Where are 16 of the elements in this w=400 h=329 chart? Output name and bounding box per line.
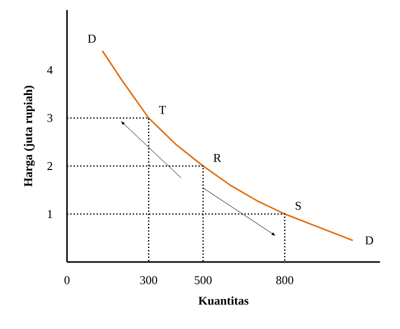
annotation: D [365,236,374,244]
x-tick-label: 500 [194,276,212,284]
y-tick-label: 3 [47,114,52,122]
annotation: R [214,154,222,162]
annotation: S [296,202,301,210]
y-tick-label: 2 [47,162,52,170]
x-axis-title: Kuantitas [198,296,248,305]
line-series [102,50,354,242]
x-tick-label: 800 [276,276,294,284]
x-tick-label: 300 [140,276,158,284]
y-tick-label: 1 [48,210,52,218]
annotation: D [88,34,96,43]
annotation: T [159,106,166,114]
y-axis-title: Harga (juta rupiah) [24,86,35,187]
y-tick-label: 4 [47,66,53,74]
x-tick-label: 0 [64,276,70,284]
